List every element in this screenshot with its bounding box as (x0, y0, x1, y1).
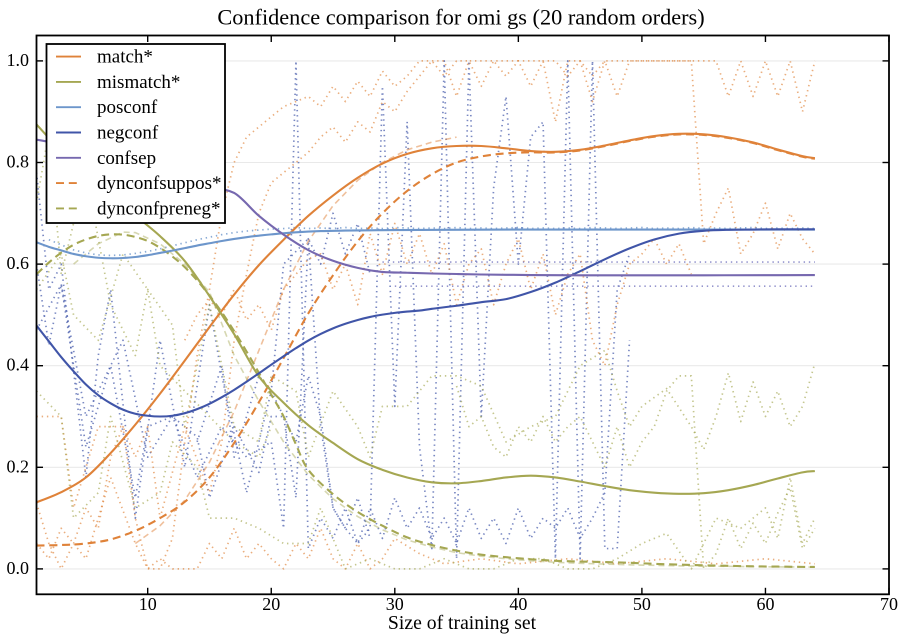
svg-text:0.6: 0.6 (7, 253, 30, 273)
svg-text:Size of training set: Size of training set (388, 612, 537, 634)
svg-text:0.8: 0.8 (7, 152, 30, 172)
svg-text:60: 60 (756, 594, 774, 614)
svg-text:0.0: 0.0 (7, 558, 30, 578)
svg-text:70: 70 (880, 594, 898, 614)
svg-text:Confidence comparison for omi: Confidence comparison for omi gs (20 ran… (217, 5, 704, 30)
svg-text:30: 30 (386, 594, 404, 614)
svg-text:posconf: posconf (97, 97, 158, 118)
svg-text:dynconfsuppos*: dynconfsuppos* (97, 173, 222, 194)
svg-text:1.0: 1.0 (7, 50, 30, 70)
svg-text:mismatch*: mismatch* (97, 72, 180, 93)
svg-text:dynconfpreneg*: dynconfpreneg* (97, 198, 220, 219)
svg-text:match*: match* (97, 47, 153, 68)
svg-text:confsep: confsep (97, 148, 156, 169)
svg-text:negconf: negconf (97, 123, 159, 144)
svg-text:40: 40 (509, 594, 527, 614)
svg-text:50: 50 (633, 594, 651, 614)
svg-text:10: 10 (139, 594, 157, 614)
svg-text:0.4: 0.4 (7, 355, 30, 375)
svg-text:0.2: 0.2 (7, 456, 30, 476)
svg-text:20: 20 (262, 594, 280, 614)
